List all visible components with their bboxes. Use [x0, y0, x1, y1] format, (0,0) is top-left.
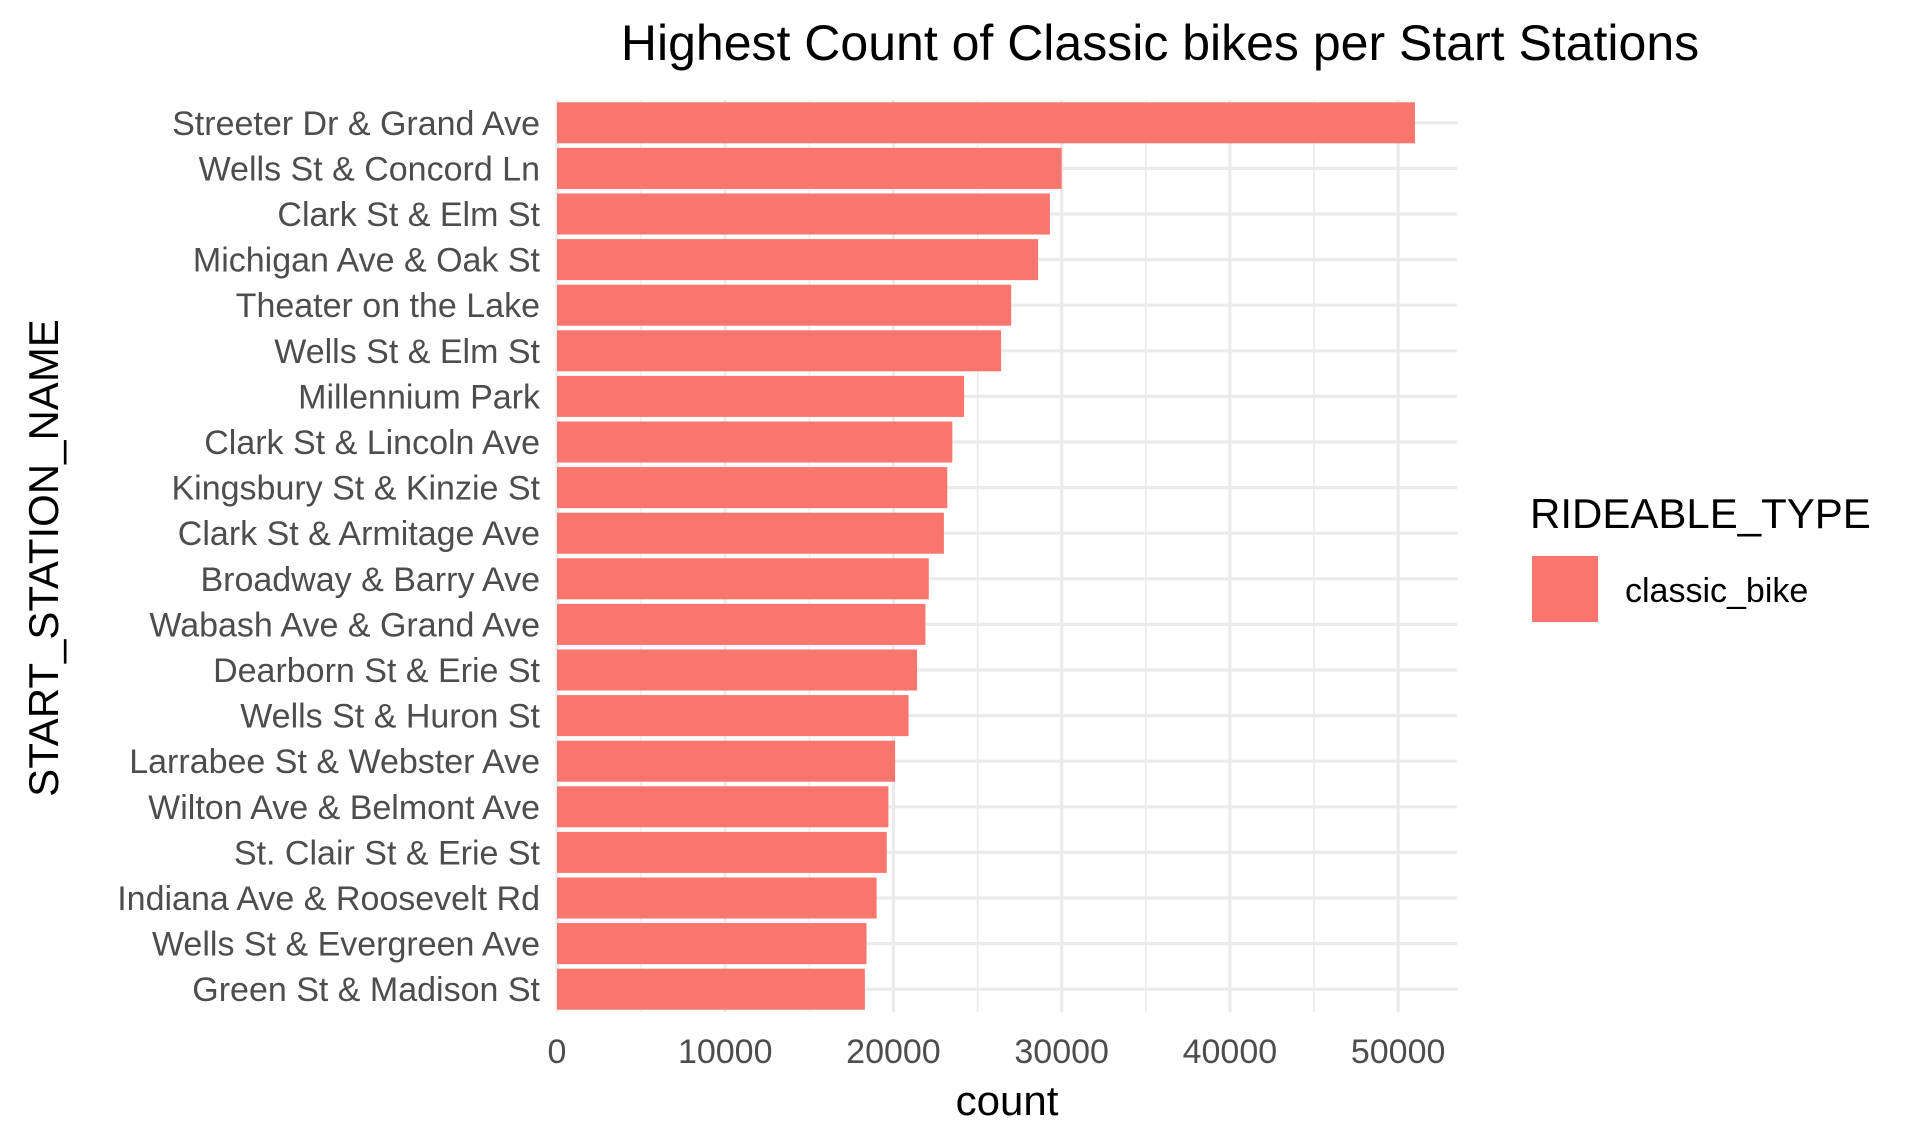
x-axis-title: count: [956, 1077, 1059, 1124]
x-tick-label: 0: [548, 1033, 567, 1071]
y-tick-label: Wells St & Evergreen Ave: [152, 926, 540, 964]
bar: [557, 375, 965, 417]
y-tick-label: Wabash Ave & Grand Ave: [149, 606, 540, 644]
y-tick-label: Dearborn St & Erie St: [213, 652, 540, 690]
y-tick-label: Wells St & Concord Ln: [199, 150, 540, 188]
chart-title: Highest Count of Classic bikes per Start…: [621, 15, 1699, 71]
bar: [557, 467, 948, 509]
y-tick-label: Green St & Madison St: [192, 971, 540, 1009]
bar: [557, 603, 926, 645]
bar: [557, 786, 889, 828]
x-tick-label: 20000: [846, 1033, 941, 1071]
bar: [557, 284, 1012, 326]
legend-label-classic-bike: classic_bike: [1625, 572, 1808, 610]
legend-key-classic-bike: [1532, 556, 1598, 622]
x-tick-label: 30000: [1014, 1033, 1109, 1071]
bar: [557, 877, 877, 919]
y-tick-label: Broadway & Barry Ave: [200, 561, 540, 599]
y-axis-title: START_STATION_NAME: [20, 319, 67, 797]
y-tick-label: Wells St & Elm St: [274, 333, 540, 371]
y-tick-label: Kingsbury St & Kinzie St: [171, 470, 540, 508]
bar: [557, 239, 1039, 281]
y-tick-label: Theater on the Lake: [236, 287, 540, 325]
y-tick-label: Indiana Ave & Roosevelt Rd: [117, 880, 540, 918]
x-tick-labels: 0 10000 20000 30000 40000 50000: [548, 1033, 1446, 1071]
y-tick-label: Michigan Ave & Oak St: [193, 242, 541, 280]
bar: [557, 740, 896, 782]
bar: [557, 102, 1415, 144]
legend-title: RIDEABLE_TYPE: [1530, 490, 1871, 537]
bar: [557, 193, 1050, 235]
legend: RIDEABLE_TYPE classic_bike: [1530, 490, 1871, 622]
bar: [557, 330, 1002, 372]
x-tick-label: 40000: [1183, 1033, 1278, 1071]
bar: [557, 695, 909, 737]
y-tick-label: Wells St & Huron St: [240, 698, 540, 736]
bar: [557, 831, 887, 873]
y-tick-label: Streeter Dr & Grand Ave: [172, 105, 540, 143]
y-tick-label: Clark St & Armitage Ave: [178, 515, 540, 553]
gridlines: [555, 100, 1457, 1012]
bar: [557, 968, 865, 1010]
y-tick-label: Clark St & Lincoln Ave: [204, 424, 540, 462]
bar: [557, 923, 867, 965]
y-tick-label: Millennium Park: [298, 378, 541, 416]
y-tick-label: Wilton Ave & Belmont Ave: [148, 789, 540, 827]
bar: [557, 649, 917, 691]
category-labels: Streeter Dr & Grand Ave Wells St & Concor…: [117, 105, 541, 1009]
bars: [557, 102, 1415, 1010]
y-tick-label: St. Clair St & Erie St: [234, 834, 541, 872]
x-tick-label: 50000: [1351, 1033, 1446, 1071]
bar: [557, 558, 929, 600]
bar: [557, 421, 953, 463]
x-tick-label: 10000: [678, 1033, 773, 1071]
y-tick-label: Clark St & Elm St: [277, 196, 540, 234]
y-tick-label: Larrabee St & Webster Ave: [129, 743, 540, 781]
bar: [557, 147, 1062, 189]
bar: [557, 512, 944, 554]
